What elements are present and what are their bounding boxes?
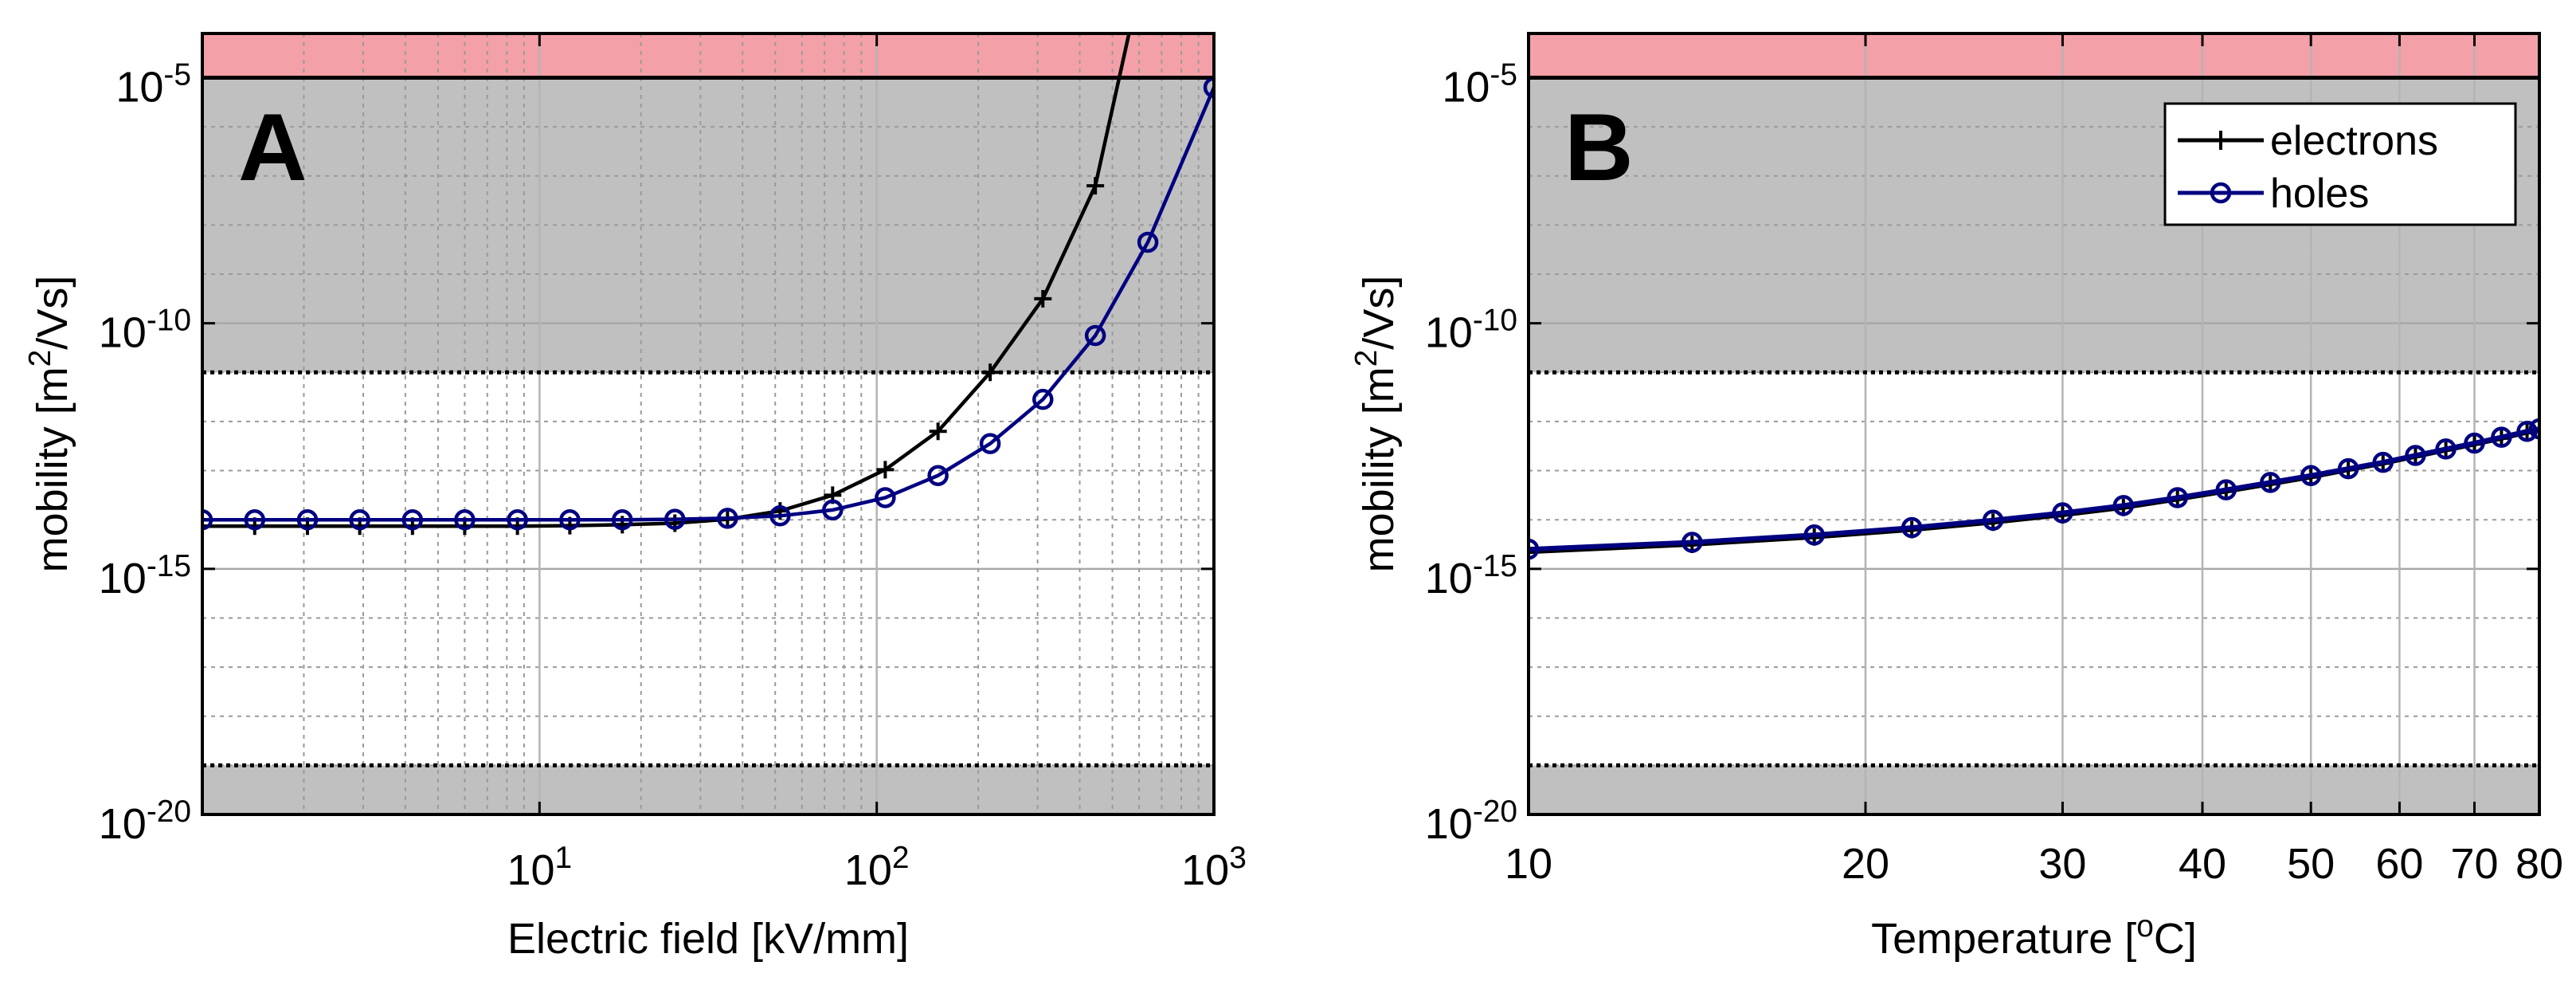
panel-a-band-2: [202, 765, 1214, 814]
panel-a-marker-electrons: [929, 422, 947, 441]
panel-b-legend-label-electrons: electrons: [2270, 118, 2438, 164]
panel-b-marker-holes: [1529, 538, 1540, 560]
panel-b-series-group: [1529, 418, 2539, 561]
panel-b-y-tick-label: 10-10: [1425, 303, 1517, 357]
panel-a-marker-holes: [401, 508, 424, 531]
panel-b-series-line-holes: [1529, 426, 2539, 552]
panel-b-marker-holes: [2167, 487, 2188, 508]
panel-b-x-tick-label: 60: [2375, 840, 2423, 888]
panel-a-y-tick-label: 10-20: [99, 795, 191, 849]
panel-b-marker-holes: [2215, 479, 2237, 500]
panel-a-marker-holes: [296, 508, 319, 531]
panel-a-series-group: [202, 33, 1214, 536]
panel-b-axes-box: [1527, 32, 2541, 816]
panel-b-marker-holes: [2435, 438, 2457, 460]
panel-a-x-tick-label: 101: [507, 841, 572, 895]
panel-a-marker-holes: [349, 508, 370, 531]
panel-a-marker-holes: [1084, 324, 1106, 347]
panel-b-y-tick-label: 10-5: [1442, 57, 1517, 112]
panel-a-marker-electrons: [876, 461, 895, 479]
panel-a-marker-holes: [559, 508, 581, 531]
panel-a-marker-holes: [979, 433, 1001, 454]
panel-a-marker-holes: [1032, 388, 1054, 410]
panel-b-x-tick-label: 70: [2450, 840, 2498, 888]
panel-b-marker-holes: [1681, 532, 1703, 553]
panel-b-legend-marker-electrons: [2211, 131, 2230, 150]
panel-b-x-tick-label: 80: [2515, 840, 2563, 888]
panel-b-marker-holes: [2372, 451, 2394, 473]
panel-a-axes-box: [201, 32, 1216, 816]
panel-b-panel-letter: B: [1564, 94, 1634, 201]
panel-b-legend-label-holes: holes: [2270, 171, 2369, 217]
panel-b-marker-holes: [2337, 457, 2359, 480]
panel-b-band-2: [1529, 765, 2539, 814]
panel-b-y-tick-label: 10-20: [1425, 795, 1517, 849]
panel-a-marker-holes: [875, 487, 896, 508]
panel-a-y-tick-label: 10-10: [99, 303, 191, 357]
panel-b-x-tick-label: 40: [2179, 840, 2226, 888]
panel-b-x-tick-label: 30: [2038, 840, 2086, 888]
panel-a-marker-electrons: [1086, 177, 1105, 195]
panel-b-marker-holes: [2052, 502, 2073, 524]
panel-a-marker-holes: [927, 465, 949, 486]
panel-a-marker-holes: [1203, 77, 1214, 99]
panel-b-marker-electrons: [1529, 543, 1537, 561]
panel-a-x-axis-label: Electric field [kV/mm]: [507, 915, 909, 963]
panel-b-marker-holes: [2260, 472, 2281, 493]
panel-b-marker-holes: [2491, 426, 2512, 448]
panel-b-y-axis-label: mobility [m2/Vs]: [1349, 276, 1403, 573]
panel-a-marker-holes: [664, 508, 686, 530]
panel-b-marker-holes: [2405, 445, 2426, 466]
panel-a-marker-electrons: [981, 363, 1000, 382]
panel-b-y-tick-label: 10-15: [1425, 548, 1517, 602]
panel-b-band-0: [1529, 33, 2539, 78]
panel-a-x-tick-label: 102: [844, 841, 910, 895]
panel-b-x-tick-label: 10: [1505, 840, 1552, 888]
panel-b-x-axis-label: Temperature [oC]: [1871, 909, 2197, 963]
panel-a-y-tick-label: 10-15: [99, 548, 191, 602]
panel-a-marker-holes: [244, 508, 266, 531]
panel-a-marker-holes: [769, 505, 791, 527]
panel-a-x-tick-label: 103: [1181, 841, 1247, 895]
panel-a-marker-holes: [822, 499, 844, 521]
panel-a-marker-holes: [202, 508, 213, 531]
panel-b-marker-holes: [2528, 418, 2539, 440]
panel-b-marker-holes: [1982, 509, 2004, 532]
panel-b-legend-box: [2163, 102, 2517, 226]
panel-a-marker-holes: [507, 508, 528, 531]
panel-b-marker-holes: [2516, 420, 2538, 442]
panel-b-x-tick-label: 50: [2287, 840, 2335, 888]
panel-a-y-tick-label: 10-5: [115, 57, 191, 112]
panel-a-marker-electrons: [1034, 289, 1052, 308]
panel-b-x-tick-label: 20: [1842, 840, 1889, 888]
panel-a-panel-letter: A: [238, 94, 307, 201]
panel-b-legend-marker-holes: [2210, 182, 2232, 204]
panel-b-marker-holes: [1901, 516, 1923, 539]
panel-a-chart: 10-5 10-10 10-15 10-20 101 102 103 Electric fie…: [23, 32, 1247, 963]
panel-a-marker-holes: [1137, 231, 1159, 253]
panel-a-marker-holes: [454, 508, 476, 531]
panel-b-marker-holes: [2300, 465, 2322, 486]
panel-a-marker-holes: [612, 508, 633, 531]
panel-a-band-0: [202, 33, 1214, 78]
panel-b-legend: electrons holes: [2163, 102, 2517, 226]
panel-a-marker-holes: [717, 508, 738, 529]
panel-b-marker-holes: [2464, 432, 2485, 454]
panel-b-series-line-electrons: [1529, 427, 2539, 555]
panel-a-y-axis-label: mobility [m2/Vs]: [23, 276, 77, 573]
panel-b-marker-holes: [2112, 495, 2135, 516]
panel-b-marker-holes: [1803, 524, 1825, 546]
